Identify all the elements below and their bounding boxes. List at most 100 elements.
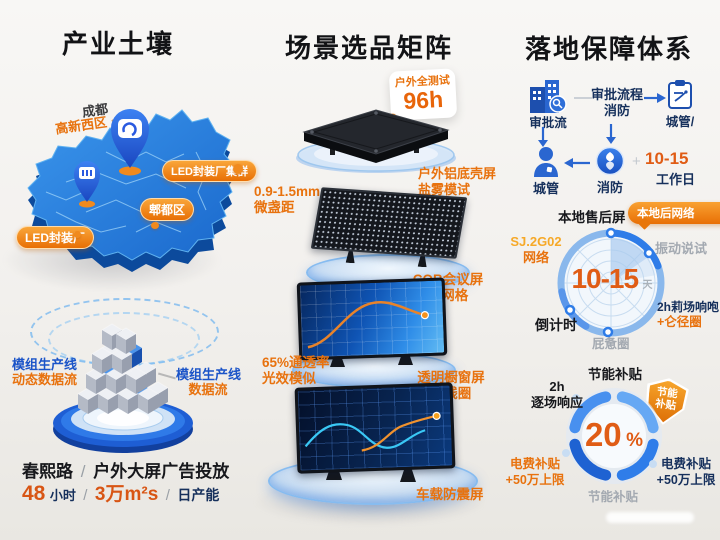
salt-test-label: 户外铝底壳屏 盐雾模试 (418, 166, 496, 197)
trans-line1: 65%通透率 (262, 355, 330, 370)
donut-right-label: 电费补贴 +50万上限 (653, 456, 719, 489)
building-icon (530, 80, 567, 113)
donut-center-value: 20 % (577, 416, 651, 454)
pitch-line1: 0.9-1.5mm (254, 184, 321, 199)
stats-sep3: / (165, 487, 170, 504)
province-map (27, 109, 235, 272)
col2-title: 场景选品矩阵 (285, 33, 454, 63)
stats-sep1: / (80, 462, 86, 481)
monitor-device-2 (268, 382, 480, 505)
donut-percent-num: 20 (584, 416, 622, 453)
plus-sign: + (632, 153, 641, 170)
days-unit: 工作日 (656, 172, 696, 187)
stats-place: 春熙路 (22, 462, 73, 481)
process-line1: 审批流程 (590, 87, 643, 102)
radar-top-label: 本地售后屏 (558, 210, 626, 225)
monitor-device-1 (290, 277, 458, 388)
donut-left-label: 电费补贴 +50万上限 (502, 456, 568, 489)
window-line1: 透明橱窗屏 (417, 370, 485, 385)
process-line2: 消防 (603, 103, 630, 119)
pitch-dot (233, 164, 243, 174)
arrow-right-icon (644, 93, 666, 103)
donut-left-line2: +50万上限 (505, 473, 565, 488)
stats-line2: 48 小时 / 3万m²s / 日产能 (22, 479, 219, 506)
stats-sep2: / (83, 487, 88, 504)
production-left-line1: 模组生产线 (12, 357, 78, 372)
stats-line1: 春熙路 / 户外大屏广告投放 (22, 457, 229, 482)
stats-unit-hours: 小时 (49, 488, 76, 503)
production-left-label: 模组生产线 动态数据流 (12, 357, 78, 388)
person-icon (534, 147, 558, 177)
radar-right-label: 振动说试 (655, 241, 708, 256)
stats-num-hours: 48 (22, 482, 46, 505)
col1-title: 产业土壤 (62, 29, 175, 59)
production-right-label: 模组生产线 数据流 (176, 367, 242, 398)
pidu-pill: 郫都区 (140, 198, 195, 221)
donut-percent-sign: % (626, 430, 644, 451)
salt-line2: 盐雾模试 (418, 181, 471, 197)
arrow-left-icon (564, 158, 590, 168)
factory-pin-base (79, 200, 95, 208)
clipboard-label: 城管/ (665, 115, 695, 129)
radar-right2-label: 2h莉场响咆 +仑径圈 (657, 300, 719, 331)
city-pin-base (119, 166, 141, 176)
production-right-line1: 模组生产线 (176, 367, 242, 382)
monitor1-frame (296, 277, 448, 361)
radar-right2-line1: 2h莉场响咆 (657, 300, 720, 314)
salt-line1: 户外铝底壳屏 (418, 166, 497, 181)
trans-line2: 光效模似 (262, 371, 316, 387)
pitch-line2: 微盏距 (254, 200, 295, 216)
donut-chart (562, 388, 662, 484)
donut-bottom-label: 节能补贴 (588, 490, 639, 504)
factory-pill-dot (74, 231, 81, 238)
days-value: 10-15 (645, 149, 689, 168)
donut-lt-line2: 逐场响应 (530, 395, 583, 411)
radar-bottom-label: 屁惫圈 (592, 337, 630, 351)
monitor2-screen (297, 385, 453, 471)
radar-bubble-tag: 本地后网络 (628, 202, 720, 224)
flow-line (574, 97, 592, 99)
radar-days-unit: 天 (642, 280, 653, 291)
vehicle-label: 车载防震屏 (416, 487, 484, 502)
factory-pill: LED封装厂 (16, 226, 95, 249)
monitor2-chart (304, 411, 441, 452)
pitch-label: 0.9-1.5mm 微盏距 (254, 184, 320, 216)
person-label: 城管 (532, 181, 559, 196)
stats-headline: 户外大屏广告投放 (93, 462, 230, 481)
stats-capacity: 日产能 (177, 487, 220, 503)
transparency-label: 65%通透率 光效模似 (262, 355, 330, 387)
radar-left-line1: SJ.2G02 (510, 234, 562, 249)
donut-right-line2: +50万上限 (656, 473, 716, 488)
mesh-panel (310, 187, 468, 259)
donut-top-label: 节能补贴 (588, 367, 642, 382)
donut-lt-line1: 2h (549, 379, 565, 394)
col3-title: 落地保障体系 (525, 34, 694, 64)
monitor1-screen (299, 280, 445, 358)
approval-label: 审批流 (529, 116, 567, 130)
fire-label: 消防 (596, 180, 623, 195)
cube-stack (77, 323, 169, 415)
monitor2-frame (294, 382, 456, 474)
radar-left-label: SJ.2G02 网络 (506, 234, 566, 265)
cluster-pill: LED封装厂集群 (162, 160, 257, 182)
radar-chart (557, 227, 665, 338)
radar-left-line2: 网络 (522, 249, 549, 265)
process-label: 审批流程 消防 (588, 87, 646, 120)
radar-right2-line2: +仑径圈 (657, 315, 702, 329)
stats-num-area: 3万m²s (94, 484, 159, 505)
arrow-down-icon-1 (538, 127, 548, 147)
donut-lefttop-label: 2h 逐场响应 (528, 379, 586, 412)
radar-days: 10-15 (571, 263, 639, 294)
arrow-down-icon-2 (606, 124, 616, 144)
production-right-line2: 数据流 (188, 381, 228, 397)
watermark-bar (606, 512, 694, 523)
flat-panel-device (296, 109, 456, 173)
clipboard-icon (668, 80, 692, 109)
fire-badge-icon (595, 146, 625, 176)
radar-bottomleft-label: 倒计时 (535, 317, 577, 333)
pidu-pill-dot (151, 222, 159, 229)
production-left-line2: 动态数据流 (12, 371, 78, 387)
radar-center-value: 10-15 天 (571, 263, 653, 295)
donut-right-line1: 电费补贴 (660, 457, 711, 471)
